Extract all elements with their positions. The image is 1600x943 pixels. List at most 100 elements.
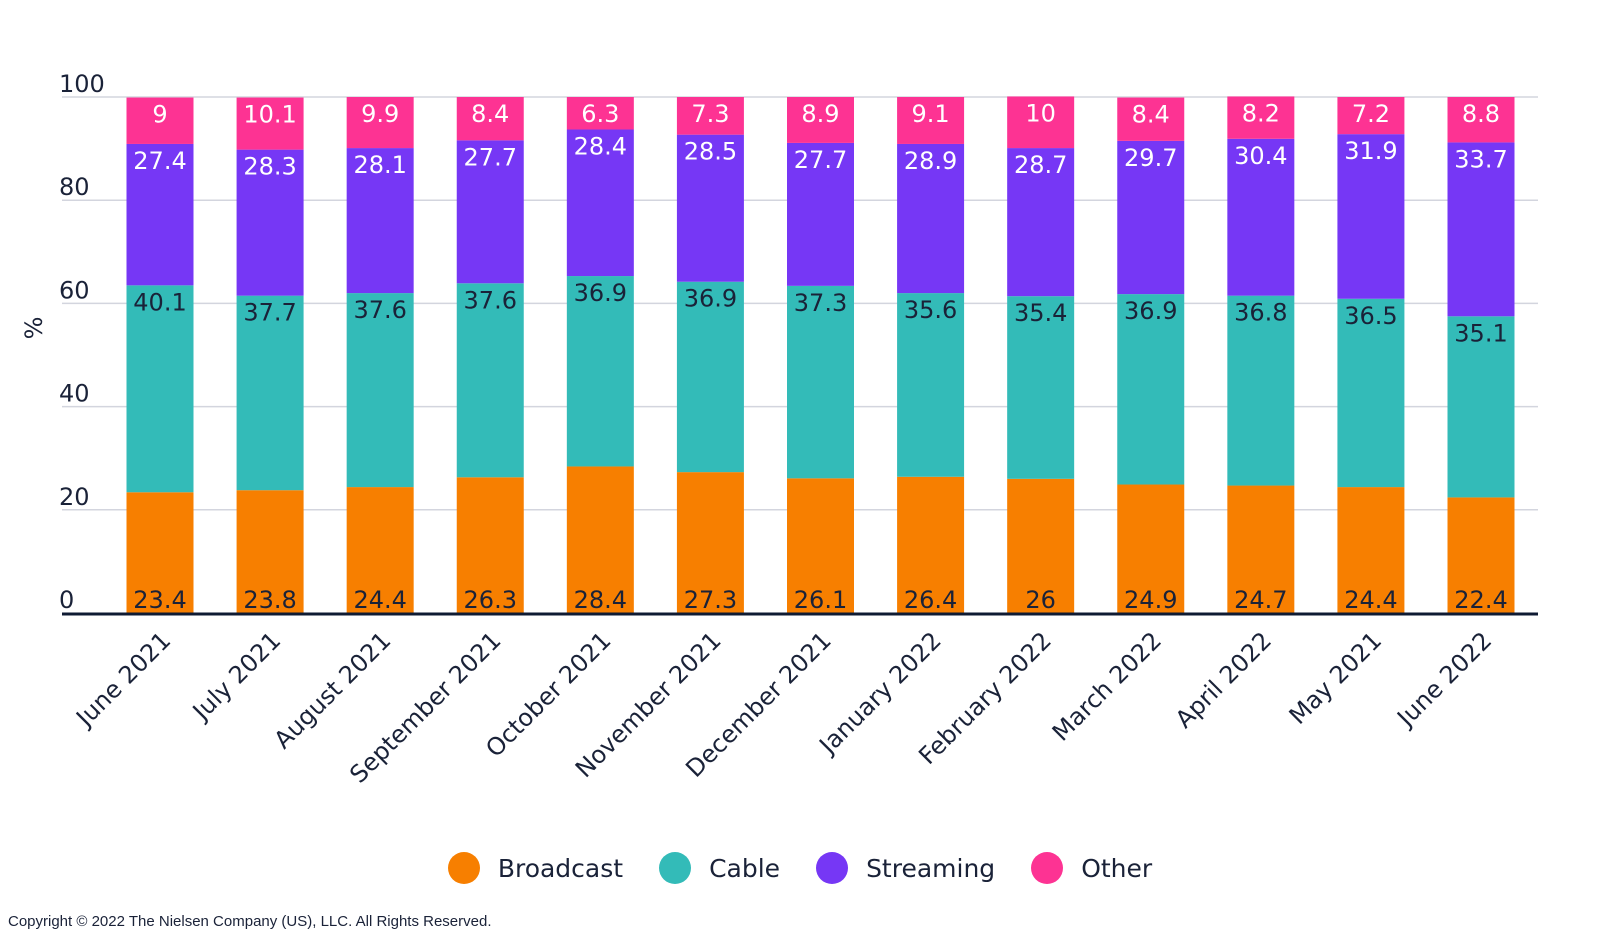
bar-streaming: [1337, 134, 1405, 299]
data-label-broadcast: 28.4: [574, 586, 627, 614]
bar-cable: [676, 281, 744, 473]
bar-other: [676, 97, 744, 135]
legend-swatch: [816, 852, 849, 884]
bar-broadcast: [236, 490, 304, 613]
data-label-other: 8.9: [801, 100, 839, 128]
data-label-cable: 36.9: [684, 285, 737, 313]
y-tick-label: 100: [59, 70, 105, 98]
data-label-broadcast: 26.3: [464, 586, 517, 614]
y-tick-label: 40: [59, 380, 90, 408]
data-label-other: 8.4: [1132, 101, 1170, 129]
y-axis-ticks: 0 20 40 60 80 100: [59, 70, 105, 614]
bar-streaming: [1447, 142, 1515, 317]
bar-other: [1337, 97, 1405, 135]
data-label-cable: 37.3: [794, 289, 847, 317]
bar-other: [566, 97, 634, 130]
legend-label: Streaming: [866, 853, 996, 883]
data-labels: 23.4 40.1 27.4 9 23.8 37.7 28.3 10.1 24.4 37.6 28.…: [133, 99, 1507, 614]
data-label-cable: 35.4: [1014, 299, 1067, 327]
data-label-broadcast: 22.4: [1454, 586, 1507, 614]
bar-streaming: [676, 134, 744, 282]
legend-swatch: [447, 852, 480, 884]
bar-broadcast: [456, 477, 524, 613]
bar-other: [346, 97, 414, 149]
bar-cable: [1227, 295, 1295, 486]
data-label-other: 10: [1025, 99, 1056, 127]
bar-broadcast: [1227, 485, 1295, 613]
bar-other: [1447, 97, 1515, 143]
data-label-other: 8.4: [471, 100, 509, 128]
bar-broadcast: [346, 487, 414, 613]
x-tick-label: June 2021: [69, 626, 176, 733]
data-label-other: 8.8: [1462, 100, 1500, 128]
bar-streaming: [1117, 140, 1185, 295]
data-label-broadcast: 24.7: [1234, 586, 1287, 614]
data-label-cable: 36.5: [1344, 302, 1397, 330]
bar-streaming: [897, 143, 965, 294]
legend-item-cable: Cable: [659, 852, 780, 884]
bar-broadcast: [126, 492, 194, 613]
y-tick-label: 60: [59, 276, 90, 304]
data-label-cable: 40.1: [133, 288, 186, 316]
data-label-broadcast: 24.4: [353, 586, 406, 614]
bar-cable: [346, 293, 414, 488]
data-label-other: 9.9: [361, 100, 399, 128]
data-label-streaming: 28.4: [574, 133, 627, 161]
data-label-cable: 37.6: [353, 296, 406, 324]
y-tick-label: 0: [59, 586, 74, 614]
bar-streaming: [346, 148, 414, 294]
data-label-other: 10.1: [243, 101, 296, 129]
data-label-cable: 37.6: [464, 286, 517, 314]
data-label-broadcast: 26.1: [794, 586, 847, 614]
bar-cable: [456, 283, 524, 478]
data-label-streaming: 27.7: [464, 143, 517, 171]
bar-streaming: [236, 149, 304, 296]
data-label-broadcast: 26: [1025, 586, 1056, 614]
data-label-broadcast: 24.9: [1124, 586, 1177, 614]
legend-swatch: [659, 852, 692, 884]
bar-cable: [1337, 298, 1405, 488]
bar-broadcast: [1337, 487, 1405, 613]
data-label-cable: 37.7: [243, 299, 296, 327]
bar-broadcast: [1447, 497, 1515, 613]
data-label-broadcast: 24.4: [1344, 586, 1397, 614]
data-label-cable: 36.9: [1124, 297, 1177, 325]
data-label-streaming: 28.5: [684, 138, 737, 166]
bar-segments: [126, 96, 1515, 613]
y-axis-label: %: [20, 317, 48, 340]
bar-broadcast: [566, 466, 634, 613]
legend-item-other: Other: [1031, 852, 1152, 884]
bar-streaming: [787, 142, 854, 286]
data-label-streaming: 28.9: [904, 147, 957, 175]
data-label-cable: 35.6: [904, 296, 957, 324]
bar-cable: [1007, 296, 1075, 479]
bar-other: [897, 97, 965, 144]
data-label-streaming: 28.1: [353, 151, 406, 179]
data-label-streaming: 33.7: [1454, 145, 1507, 173]
y-tick-label: 20: [59, 483, 90, 511]
legend-label: Other: [1081, 853, 1153, 883]
bar-broadcast: [676, 472, 744, 613]
bar-broadcast: [1117, 484, 1185, 613]
bar-cable: [787, 285, 854, 479]
data-label-broadcast: 23.4: [133, 586, 186, 614]
x-tick-label: June 2022: [1390, 626, 1497, 733]
bar-cable: [897, 293, 965, 477]
data-label-streaming: 31.9: [1344, 137, 1397, 165]
legend-label: Cable: [709, 853, 781, 883]
bar-streaming: [1007, 148, 1075, 297]
bar-other: [126, 97, 194, 144]
x-tick-label: March 2022: [1047, 626, 1167, 746]
bar-streaming: [566, 129, 634, 277]
data-label-other: 7.3: [691, 100, 729, 128]
bar-cable: [566, 276, 634, 467]
copyright-notice: Copyright © 2022 The Nielsen Company (US…: [8, 913, 492, 930]
legend-label: Broadcast: [497, 853, 624, 883]
bar-cable: [1447, 316, 1515, 498]
bar-other: [456, 97, 524, 141]
legend-item-streaming: Streaming: [816, 852, 995, 884]
data-label-broadcast: 26.4: [904, 586, 957, 614]
x-tick-label: April 2022: [1170, 626, 1277, 733]
